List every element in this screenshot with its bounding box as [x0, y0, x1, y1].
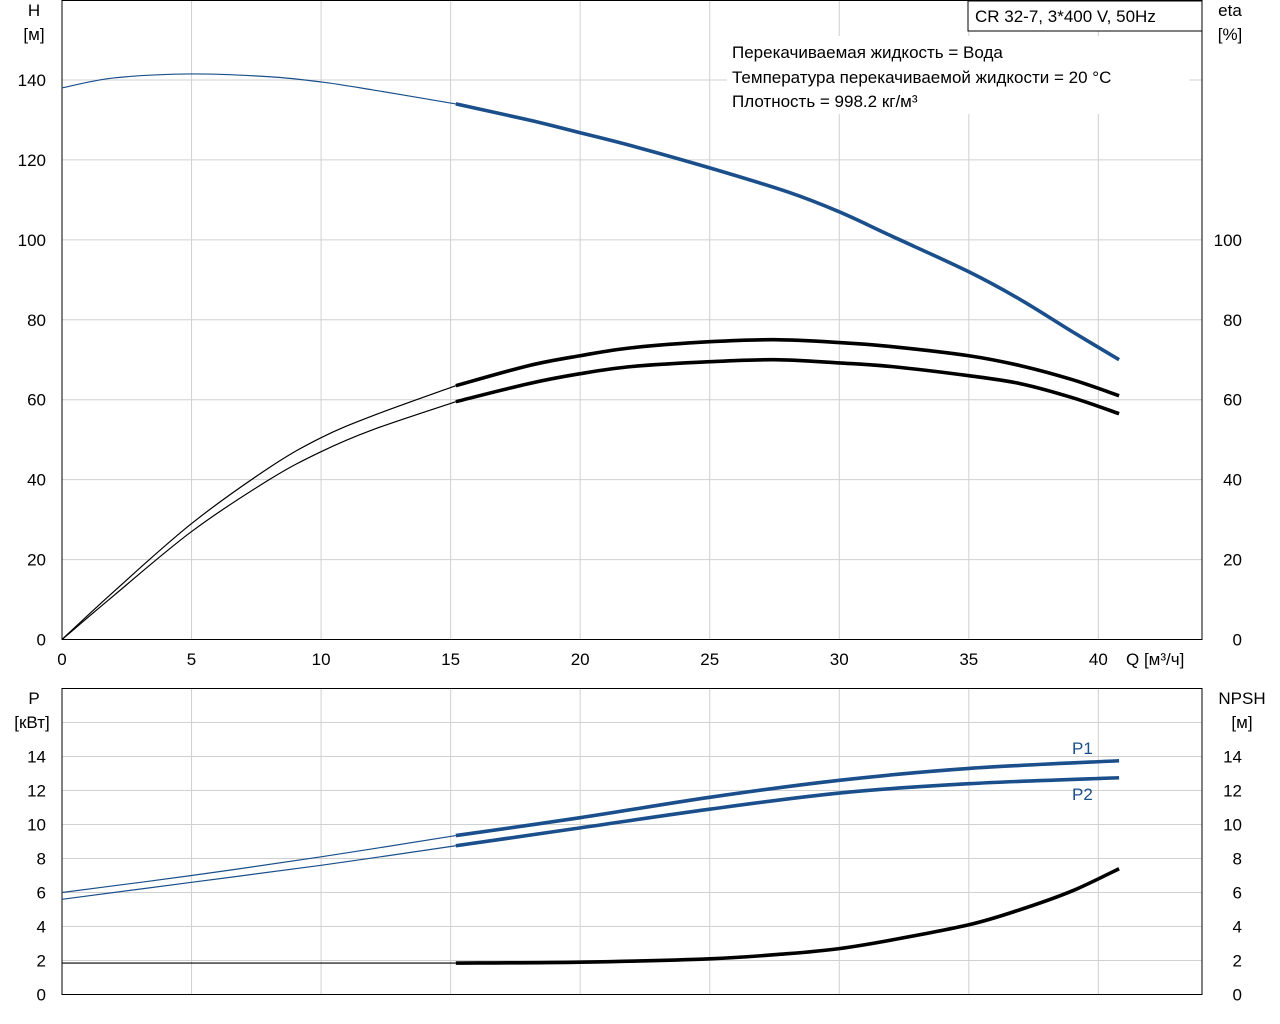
y-left-label-line1: H [28, 1, 40, 20]
series-label-p1: P1 [1072, 739, 1093, 758]
x-tick-label: 0 [57, 650, 66, 669]
x-tick-label: 15 [441, 650, 460, 669]
series-1-extended-line [61, 73, 456, 105]
y-left-tick-label: 120 [18, 151, 46, 170]
y-right-tick-label: 12 [1223, 782, 1242, 801]
y-left-label-line2: [м] [23, 25, 44, 44]
top-tick-labels: 0 5 10 15 20 25 30 35 40 0 20 40 60 80 100 120 140 0 20 40 6… [18, 71, 1242, 669]
top-series-group [61, 73, 1121, 640]
x-tick-label: 35 [959, 650, 978, 669]
annotation-density: Плотность = 998.2 кг/м³ [732, 92, 918, 111]
x-tick-label: 30 [830, 650, 849, 669]
y-left-tick-label: 20 [27, 551, 46, 570]
y-right-tick-label: 0 [1233, 986, 1242, 1005]
series-p1-line [455, 758, 1120, 838]
y-left-tick-label: 0 [37, 986, 46, 1005]
annotation-background [727, 36, 1189, 114]
series-p1-extended-line [61, 834, 456, 894]
y-left-tick-label: 10 [27, 816, 46, 835]
chart-title-box [967, 0, 1203, 32]
x-tick-label: 25 [700, 650, 719, 669]
series-2-extended-line [61, 385, 457, 640]
series-3-line [455, 357, 1120, 416]
y-right-tick-label: 14 [1223, 748, 1242, 767]
x-tick-label: 40 [1089, 650, 1108, 669]
y-right-label-line1: eta [1218, 1, 1242, 20]
y-left-tick-label: 6 [37, 884, 46, 903]
y-right-tick-label: 8 [1233, 850, 1242, 869]
y-left-label-line1: P [28, 689, 39, 708]
y-right-tick-label: 2 [1233, 952, 1242, 971]
y-right-tick-label: 4 [1233, 918, 1242, 937]
x-axis-label: Q [м³/ч] [1126, 650, 1184, 669]
series-1-line [455, 102, 1121, 362]
head-efficiency-panel: 0 5 10 15 20 25 30 35 40 0 20 40 60 80 100 120 140 0 20 40 6… [18, 0, 1243, 669]
annotation-fluid: Перекачиваемая жидкость = Вода [732, 43, 1003, 62]
y-left-tick-label: 40 [27, 471, 46, 490]
y-right-tick-label: 0 [1233, 631, 1242, 650]
y-right-tick-label: 100 [1214, 231, 1242, 250]
y-left-tick-label: 12 [27, 782, 46, 801]
y-right-label-line2: [%] [1218, 25, 1243, 44]
y-left-tick-label: 80 [27, 311, 46, 330]
series-3-line [455, 867, 1120, 965]
y-left-tick-label: 140 [18, 71, 46, 90]
bottom-grid [62, 688, 1202, 995]
y-left-tick-label: 100 [18, 231, 46, 250]
y-right-tick-label: 80 [1223, 311, 1242, 330]
x-tick-label: 20 [571, 650, 590, 669]
series-label-p2: P2 [1072, 785, 1093, 804]
y-left-tick-label: 4 [37, 918, 46, 937]
y-right-label-line1: NPSH [1218, 689, 1265, 708]
bottom-tick-labels: 0 2 4 6 8 10 12 14 0 2 4 6 8 10 12 14 [27, 748, 1242, 1005]
series-p2-extended-line [61, 845, 456, 900]
y-right-tick-label: 20 [1223, 551, 1242, 570]
series-3-extended-line [61, 401, 457, 640]
y-left-tick-label: 60 [27, 391, 46, 410]
x-tick-label: 5 [187, 650, 196, 669]
y-left-tick-label: 8 [37, 850, 46, 869]
y-right-tick-label: 10 [1223, 816, 1242, 835]
bottom-series-group [61, 758, 1120, 965]
y-left-tick-label: 14 [27, 748, 46, 767]
y-right-label-line2: [м] [1231, 713, 1252, 732]
y-right-tick-label: 40 [1223, 471, 1242, 490]
annotation-temperature: Температура перекачиваемой жидкости = 20… [732, 68, 1111, 87]
chart-title: CR 32-7, 3*400 V, 50Hz [975, 7, 1156, 26]
series-2-line [455, 337, 1120, 398]
y-right-tick-label: 60 [1223, 391, 1242, 410]
series-p2-line [455, 775, 1120, 848]
top-plot-frame [61, 0, 1203, 640]
y-right-tick-label: 6 [1233, 884, 1242, 903]
y-left-tick-label: 2 [37, 952, 46, 971]
y-left-label-line2: [кВт] [14, 713, 49, 732]
bottom-plot-frame [61, 688, 1203, 995]
y-left-tick-label: 0 [37, 631, 46, 650]
x-tick-label: 10 [312, 650, 331, 669]
